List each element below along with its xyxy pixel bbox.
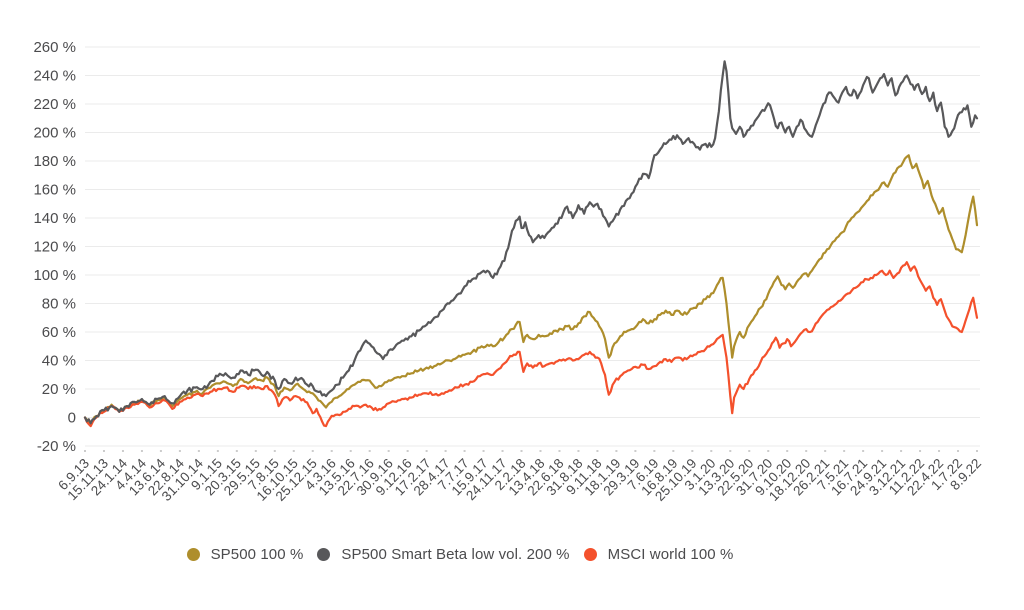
x-axis-tick <box>634 450 637 452</box>
y-axis-label: 160 % <box>33 182 76 199</box>
x-axis-tick <box>235 450 238 452</box>
x-axis-tick <box>406 450 409 452</box>
line-sp500-100 <box>83 154 979 425</box>
x-axis-tick <box>938 450 941 452</box>
x-axis-tick <box>653 450 656 452</box>
legend-label-msci-world-100: MSCI world 100 % <box>607 546 734 563</box>
x-axis-tick <box>216 450 219 452</box>
x-axis-tick <box>102 450 105 452</box>
y-axis-label: -20 % <box>37 438 76 455</box>
x-axis-tick <box>425 450 428 452</box>
x-axis-tick <box>577 450 580 452</box>
y-axis-label: 220 % <box>33 96 76 113</box>
y-axis-label: 140 % <box>33 210 76 227</box>
y-axis-label: 20 % <box>42 381 76 398</box>
x-axis-tick <box>710 450 713 452</box>
x-axis-tick <box>900 450 903 452</box>
x-axis-tick <box>463 450 466 452</box>
y-axis-label: 40 % <box>42 353 76 370</box>
x-axis-tick <box>824 450 827 452</box>
x-axis-tick <box>520 450 523 452</box>
y-axis-label: 240 % <box>33 68 76 85</box>
x-axis-tick <box>729 450 732 452</box>
x-axis-tick <box>387 450 390 452</box>
x-axis-tick <box>254 450 257 452</box>
x-axis-tick <box>767 450 770 452</box>
x-axis-tick <box>349 450 352 452</box>
x-axis-tick <box>501 450 504 452</box>
x-axis-tick <box>843 450 846 452</box>
line-sp500-smart-beta-low-vol-200 <box>83 60 979 425</box>
x-axis-tick <box>84 450 86 452</box>
chart-legend: SP500 100 % SP500 Smart Beta low vol. 20… <box>0 546 920 563</box>
legend-dot-sp500-smart-beta-icon <box>317 548 331 561</box>
legend-dot-sp500-100-icon <box>186 548 200 561</box>
x-axis-tick <box>121 450 124 452</box>
legend-item-msci-world-100: MSCI world 100 % <box>583 546 734 563</box>
line-msci-world-100 <box>83 261 979 428</box>
x-axis-tick <box>976 450 978 452</box>
x-axis-tick <box>368 450 371 452</box>
legend-label-sp500-smart-beta-low-vol-200: SP500 Smart Beta low vol. 200 % <box>341 546 570 563</box>
x-axis-tick <box>919 450 922 452</box>
x-axis-tick <box>691 450 694 452</box>
x-axis-tick <box>330 450 333 452</box>
x-axis-tick <box>444 450 447 452</box>
x-axis-tick <box>292 450 295 452</box>
x-axis-tick <box>748 450 751 452</box>
x-axis-tick <box>558 450 561 452</box>
y-axis-label: 80 % <box>42 296 76 313</box>
x-axis-tick <box>672 450 675 452</box>
x-axis-tick <box>197 450 200 452</box>
y-axis-label: 180 % <box>33 153 76 170</box>
legend-dot-msci-world-icon <box>583 548 597 561</box>
x-axis-tick <box>805 450 808 452</box>
x-axis-tick <box>786 450 789 452</box>
y-axis-label: 120 % <box>33 239 76 256</box>
x-axis-tick <box>539 450 542 452</box>
y-axis-label: 260 % <box>33 39 76 56</box>
x-axis-tick <box>178 450 181 452</box>
x-axis-tick <box>159 450 162 452</box>
x-axis-tick <box>862 450 865 452</box>
y-axis-label: 0 <box>68 410 76 427</box>
legend-item-sp500-smart-beta-low-vol-200: SP500 Smart Beta low vol. 200 % <box>317 546 570 563</box>
x-axis-tick <box>615 450 618 452</box>
y-axis-label: 200 % <box>33 125 76 142</box>
x-axis-tick <box>881 450 884 452</box>
y-axis-label: 60 % <box>42 324 76 341</box>
legend-item-sp500-100: SP500 100 % <box>186 546 304 563</box>
x-axis-tick <box>140 450 143 452</box>
x-axis-tick <box>596 450 599 452</box>
x-axis-tick <box>957 450 960 452</box>
x-axis-tick <box>273 450 276 452</box>
y-axis-label: 100 % <box>33 267 76 284</box>
x-axis-tick <box>482 450 485 452</box>
x-axis-tick <box>311 450 314 452</box>
legend-label-sp500-100: SP500 100 % <box>210 546 304 563</box>
